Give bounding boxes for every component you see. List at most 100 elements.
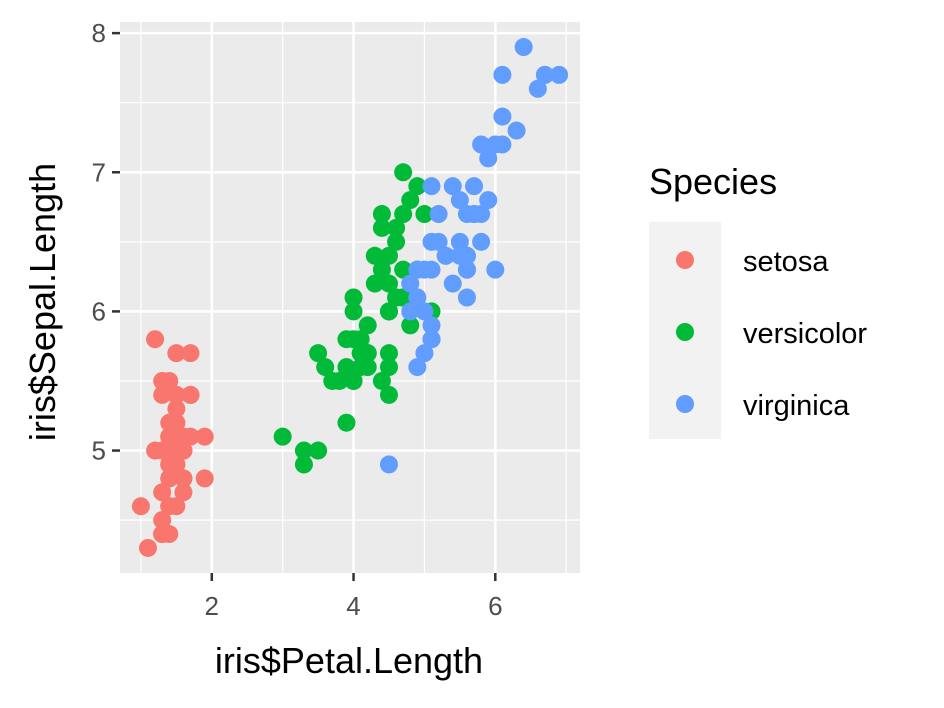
point-versicolor xyxy=(294,455,313,474)
legend-items: setosa versicolor virginica xyxy=(676,246,867,422)
point-versicolor xyxy=(372,205,391,224)
legend-key-virginica xyxy=(676,395,694,413)
point-versicolor xyxy=(358,316,377,335)
point-setosa xyxy=(195,469,214,488)
x-tick-label: 2 xyxy=(205,591,219,621)
point-virginica xyxy=(535,65,554,84)
point-setosa xyxy=(146,330,165,349)
point-virginica xyxy=(472,135,491,154)
point-setosa xyxy=(167,413,186,432)
point-setosa xyxy=(131,497,150,516)
point-virginica xyxy=(401,302,420,321)
point-versicolor xyxy=(408,177,427,196)
point-virginica xyxy=(507,121,526,140)
point-versicolor xyxy=(387,288,406,307)
point-versicolor xyxy=(394,260,413,279)
point-setosa xyxy=(174,427,193,446)
point-virginica xyxy=(528,79,547,98)
point-versicolor xyxy=(309,344,328,363)
point-versicolor xyxy=(337,413,356,432)
point-virginica xyxy=(472,232,491,251)
point-virginica xyxy=(465,177,484,196)
point-versicolor xyxy=(273,427,292,446)
point-setosa xyxy=(153,385,172,404)
point-versicolor xyxy=(372,260,391,279)
point-virginica xyxy=(493,65,512,84)
point-versicolor xyxy=(316,358,335,377)
point-versicolor xyxy=(372,371,391,390)
point-virginica xyxy=(401,274,420,293)
legend-label-setosa: setosa xyxy=(743,246,829,278)
point-versicolor xyxy=(337,358,356,377)
point-setosa xyxy=(160,441,179,460)
point-setosa xyxy=(153,483,172,502)
point-versicolor xyxy=(351,344,370,363)
point-virginica xyxy=(422,177,441,196)
y-axis-title: iris$Sepal.Length xyxy=(22,163,63,441)
point-virginica xyxy=(379,455,398,474)
data-points xyxy=(131,38,569,557)
point-virginica xyxy=(550,65,569,84)
point-setosa xyxy=(153,511,172,530)
legend-key-setosa xyxy=(676,251,694,269)
y-axis: 5 6 7 8 xyxy=(92,18,120,466)
point-setosa xyxy=(181,385,200,404)
point-setosa xyxy=(167,399,186,418)
point-virginica xyxy=(422,316,441,335)
point-virginica xyxy=(457,260,476,279)
point-setosa xyxy=(160,455,179,474)
point-virginica xyxy=(450,232,469,251)
y-tick-label: 5 xyxy=(92,436,106,466)
point-versicolor xyxy=(379,385,398,404)
y-tick-label: 7 xyxy=(92,157,106,187)
point-versicolor xyxy=(379,344,398,363)
point-virginica xyxy=(479,149,498,168)
point-setosa xyxy=(160,469,179,488)
point-versicolor xyxy=(344,302,363,321)
y-tick-label: 8 xyxy=(92,18,106,48)
legend-label-versicolor: versicolor xyxy=(743,318,867,350)
legend-label-virginica: virginica xyxy=(743,390,850,422)
x-axis-title: iris$Petal.Length xyxy=(215,640,483,681)
legend-title: Species xyxy=(649,161,777,202)
point-versicolor xyxy=(401,191,420,210)
point-versicolor xyxy=(379,274,398,293)
point-versicolor xyxy=(379,246,398,265)
point-versicolor xyxy=(387,218,406,237)
point-setosa xyxy=(174,483,193,502)
x-tick-label: 4 xyxy=(346,591,360,621)
point-versicolor xyxy=(394,163,413,182)
point-versicolor xyxy=(309,441,328,460)
x-tick-label: 6 xyxy=(488,591,502,621)
point-virginica xyxy=(429,232,448,251)
point-versicolor xyxy=(394,205,413,224)
point-versicolor xyxy=(387,232,406,251)
point-setosa xyxy=(153,525,172,544)
point-versicolor xyxy=(323,371,342,390)
point-virginica xyxy=(486,260,505,279)
point-virginica xyxy=(443,274,462,293)
point-virginica xyxy=(493,107,512,126)
point-virginica xyxy=(465,205,484,224)
point-versicolor xyxy=(344,330,363,349)
point-virginica xyxy=(479,191,498,210)
point-virginica xyxy=(408,288,427,307)
point-versicolor xyxy=(415,205,434,224)
point-virginica xyxy=(450,191,469,210)
legend-key-versicolor xyxy=(676,323,694,341)
point-virginica xyxy=(415,260,434,279)
point-setosa xyxy=(195,427,214,446)
point-versicolor xyxy=(379,358,398,377)
point-setosa xyxy=(153,371,172,390)
point-versicolor xyxy=(365,246,384,265)
point-virginica xyxy=(457,288,476,307)
point-setosa xyxy=(174,441,193,460)
point-virginica xyxy=(514,38,533,57)
point-virginica xyxy=(422,330,441,349)
point-setosa xyxy=(167,344,186,363)
point-setosa xyxy=(167,385,186,404)
legend: Species setosa versicolor virginica xyxy=(649,161,867,439)
point-setosa xyxy=(138,538,157,557)
point-setosa xyxy=(174,469,193,488)
